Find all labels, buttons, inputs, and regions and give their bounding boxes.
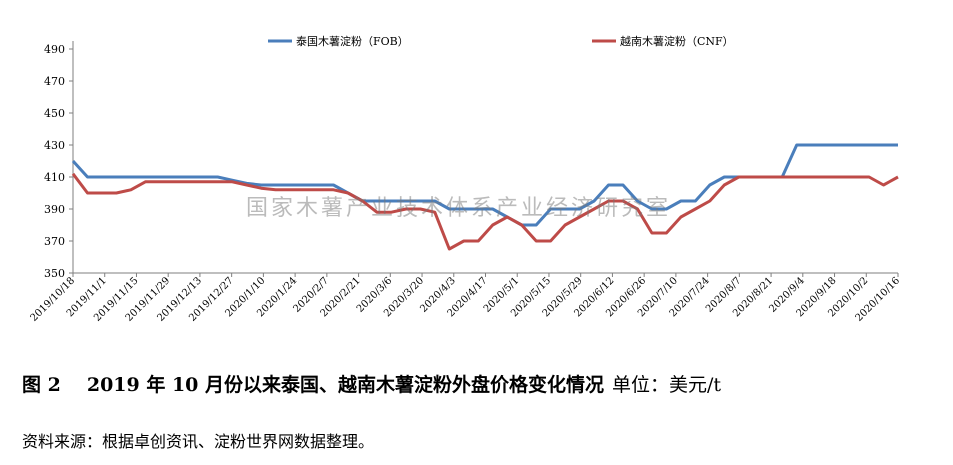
data-point xyxy=(536,241,537,242)
data-point xyxy=(275,185,276,186)
price-line-chart: 350 370 390 410 430 450 470 490 2019/10/182019/… xyxy=(29,34,903,324)
data-point xyxy=(492,225,493,226)
data-point xyxy=(521,225,522,226)
data-point xyxy=(203,177,204,178)
data-point xyxy=(811,177,812,178)
y-tick-label: 490 xyxy=(44,43,65,56)
figure-caption: 图 2 2019 年 10 月份以来泰国、越南木薯淀粉外盘价格变化情况 单位：美元/… xyxy=(22,370,942,397)
y-tick-label: 390 xyxy=(44,203,65,216)
data-point xyxy=(709,185,710,186)
legend-item-1: 泰国木薯淀粉（FOB） xyxy=(268,34,409,48)
figure-unit: 单位：美元/t xyxy=(612,374,722,396)
data-point xyxy=(87,177,88,178)
data-point xyxy=(159,177,160,178)
data-point xyxy=(796,145,797,146)
data-point xyxy=(825,145,826,146)
legend-label: 越南木薯淀粉（CNF） xyxy=(620,34,734,48)
data-point xyxy=(478,241,479,242)
data-point xyxy=(73,173,74,174)
y-tick-label: 450 xyxy=(44,107,65,120)
data-point xyxy=(695,209,696,210)
data-source-note: 资料来源：根据卓创资讯、淀粉世界网数据整理。 xyxy=(22,432,375,451)
data-point xyxy=(651,233,652,234)
data-point xyxy=(724,185,725,186)
data-point xyxy=(898,177,899,178)
data-point xyxy=(73,161,74,162)
y-axis: 350 370 390 410 430 450 470 490 xyxy=(44,41,74,280)
data-point xyxy=(449,249,450,250)
data-point xyxy=(565,225,566,226)
data-point xyxy=(130,189,131,190)
data-point xyxy=(840,145,841,146)
data-point xyxy=(188,177,189,178)
data-point xyxy=(666,233,667,234)
data-point xyxy=(101,177,102,178)
data-point xyxy=(536,225,537,226)
data-point xyxy=(796,177,797,178)
y-tick-label: 470 xyxy=(44,75,65,88)
data-point xyxy=(101,193,102,194)
data-point xyxy=(883,185,884,186)
data-point xyxy=(188,181,189,182)
data-point xyxy=(463,241,464,242)
data-point xyxy=(854,145,855,146)
series-lines xyxy=(71,143,899,251)
watermark: 国家木薯产业技术体系产业经济研究室 xyxy=(246,196,672,221)
data-point xyxy=(724,177,725,178)
y-tick-label: 350 xyxy=(44,267,65,280)
data-point xyxy=(782,177,783,178)
data-point xyxy=(767,177,768,178)
data-point xyxy=(304,185,305,186)
y-tick-label: 370 xyxy=(44,235,65,248)
data-point xyxy=(217,177,218,178)
data-point xyxy=(159,181,160,182)
series-2 xyxy=(71,172,899,251)
y-tick-label: 430 xyxy=(44,139,65,152)
data-point xyxy=(811,145,812,146)
data-point xyxy=(232,181,233,182)
data-point xyxy=(203,181,204,182)
legend: 泰国木薯淀粉（FOB） 越南木薯淀粉（CNF） xyxy=(268,34,734,48)
figure-title: 2019 年 10 月份以来泰国、越南木薯淀粉外盘价格变化情况 xyxy=(86,374,605,396)
data-point xyxy=(87,193,88,194)
figure-number: 图 2 xyxy=(22,374,61,396)
x-axis: 2019/10/182019/11/12019/11/152019/11/292… xyxy=(29,272,902,324)
data-point xyxy=(608,185,609,186)
data-point xyxy=(174,181,175,182)
data-point xyxy=(130,177,131,178)
data-point xyxy=(623,185,624,186)
legend-item-2: 越南木薯淀粉（CNF） xyxy=(592,34,734,48)
data-point xyxy=(246,185,247,186)
data-point xyxy=(854,177,855,178)
data-point xyxy=(217,181,218,182)
y-tick-label: 410 xyxy=(44,171,65,184)
data-point xyxy=(290,185,291,186)
data-point xyxy=(261,188,262,189)
data-point xyxy=(319,185,320,186)
data-point xyxy=(840,177,841,178)
data-point xyxy=(898,145,899,146)
data-point xyxy=(695,201,696,202)
data-point xyxy=(869,145,870,146)
legend-label: 泰国木薯淀粉（FOB） xyxy=(296,34,409,48)
series-line xyxy=(71,172,899,251)
data-point xyxy=(116,193,117,194)
data-point xyxy=(333,185,334,186)
data-point xyxy=(261,185,262,186)
data-point xyxy=(174,177,175,178)
data-point xyxy=(869,177,870,178)
data-point xyxy=(550,241,551,242)
data-point xyxy=(145,177,146,178)
data-point xyxy=(825,177,826,178)
data-point xyxy=(116,177,117,178)
data-point xyxy=(680,217,681,218)
data-point xyxy=(738,177,739,178)
data-point xyxy=(883,145,884,146)
data-point xyxy=(709,201,710,202)
data-point xyxy=(753,177,754,178)
data-point xyxy=(145,181,146,182)
data-point xyxy=(680,201,681,202)
